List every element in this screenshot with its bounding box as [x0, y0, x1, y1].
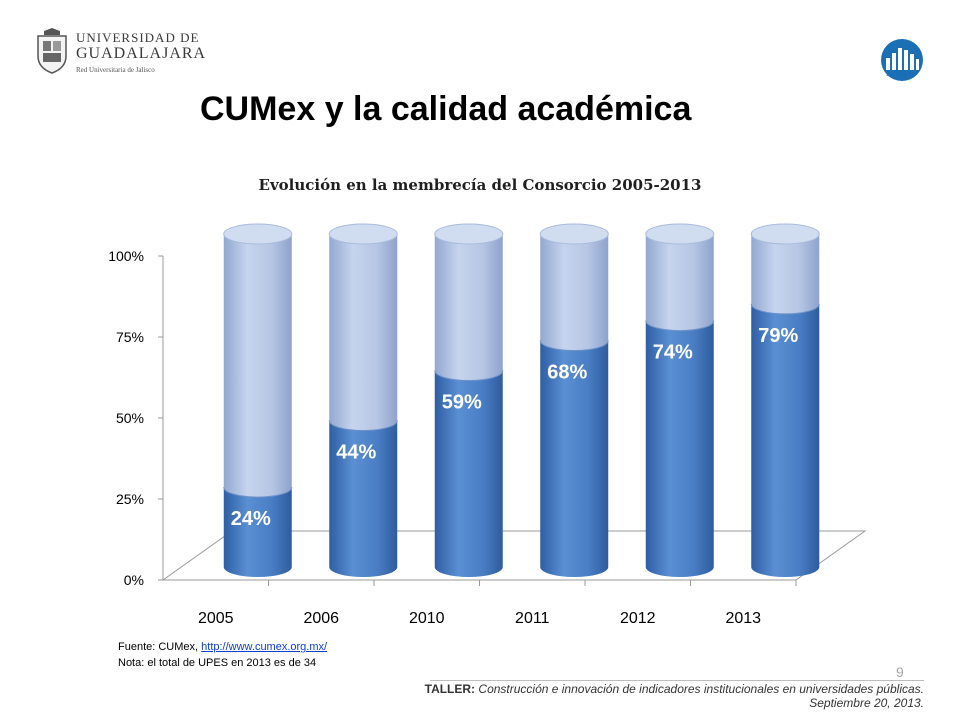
bar-value: [329, 420, 398, 577]
bar-seam: [539, 340, 609, 352]
workshop-date: Septiembre 20, 2013.: [809, 696, 924, 710]
x-tick-label: 2010: [409, 610, 445, 627]
workshop-caption: TALLER: Construcción e innovación de ind…: [324, 682, 924, 710]
source-note: Fuente: CUMex, http://www.cumex.org.mx/: [118, 641, 327, 653]
logo-line-2: GUADALAJARA: [76, 45, 207, 62]
x-tick-label: 2011: [515, 610, 550, 627]
bar-remainder: [645, 234, 714, 331]
page-number: 9: [896, 664, 904, 680]
bar-seam: [645, 320, 715, 332]
bar-value: [434, 370, 503, 577]
bar-seam: [328, 420, 398, 431]
y-tick-label: 100%: [108, 248, 144, 264]
y-tick-label: 50%: [116, 410, 144, 426]
workshop-label: TALLER:: [424, 682, 476, 696]
bar-top-cap: [223, 223, 293, 245]
bar-top-cap: [750, 223, 820, 245]
bar-top-cap: [328, 223, 398, 245]
data-label: 79%: [758, 325, 798, 347]
logo-line-3: Red Universitaria de Jalisco: [76, 66, 155, 74]
bar-remainder: [540, 234, 609, 351]
bar-remainder: [329, 234, 398, 431]
total-note: Nota: el total de UPES en 2013 es de 34: [118, 657, 317, 669]
amereiaf-logo-text: AMEREIAF: [886, 72, 918, 78]
workshop-text: Construcción e innovación de indicadores…: [475, 682, 924, 696]
chart-title: Evolución en la membrecía del Consorcio …: [258, 176, 702, 194]
bar-top-cap: [645, 223, 715, 245]
crest-icon: [37, 28, 67, 74]
bar-value: [645, 320, 714, 577]
bar-remainder: [434, 234, 503, 381]
x-tick-label: 2013: [725, 610, 761, 627]
bar-top-cap: [539, 223, 609, 245]
bar-value: [540, 340, 609, 577]
y-tick-label: 0%: [124, 572, 144, 588]
bar-value: [223, 487, 292, 577]
y-tick-label: 25%: [116, 491, 144, 507]
bar-remainder: [751, 234, 820, 314]
y-tick-label: 75%: [116, 329, 144, 345]
page-title: CUMex y la calidad académica: [200, 90, 692, 128]
data-label: 74%: [653, 342, 693, 364]
data-label: 44%: [336, 441, 376, 463]
bar-top-cap: [434, 223, 504, 245]
data-label: 68%: [547, 362, 587, 384]
amereiaf-logo-icon: [881, 39, 923, 81]
source-prefix: Fuente: CUMex,: [118, 641, 202, 653]
bar-remainder: [223, 234, 292, 498]
bar-seam: [434, 370, 504, 382]
university-logo: UNIVERSIDAD DE GUADALAJARA Red Universit…: [34, 28, 205, 76]
data-label: 59%: [442, 392, 482, 414]
data-label: 24%: [231, 508, 271, 530]
logo-line-1: UNIVERSIDAD DE: [76, 30, 200, 45]
bar-value: [751, 303, 820, 577]
x-tick-label: 2012: [620, 610, 656, 627]
x-tick-label: 2005: [198, 610, 234, 627]
bar-seam: [750, 303, 820, 315]
bar-seam: [223, 486, 293, 498]
source-link[interactable]: http://www.cumex.org.mx/: [201, 641, 328, 653]
footer-divider: [430, 680, 924, 681]
x-tick-label: 2006: [303, 610, 339, 627]
